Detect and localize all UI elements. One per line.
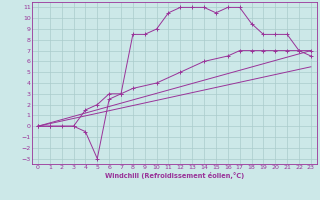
X-axis label: Windchill (Refroidissement éolien,°C): Windchill (Refroidissement éolien,°C) bbox=[105, 172, 244, 179]
